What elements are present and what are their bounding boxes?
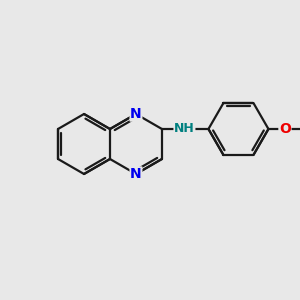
Text: NH: NH	[174, 122, 195, 136]
Text: N: N	[130, 107, 142, 121]
Text: O: O	[279, 122, 291, 136]
Text: N: N	[130, 167, 142, 181]
